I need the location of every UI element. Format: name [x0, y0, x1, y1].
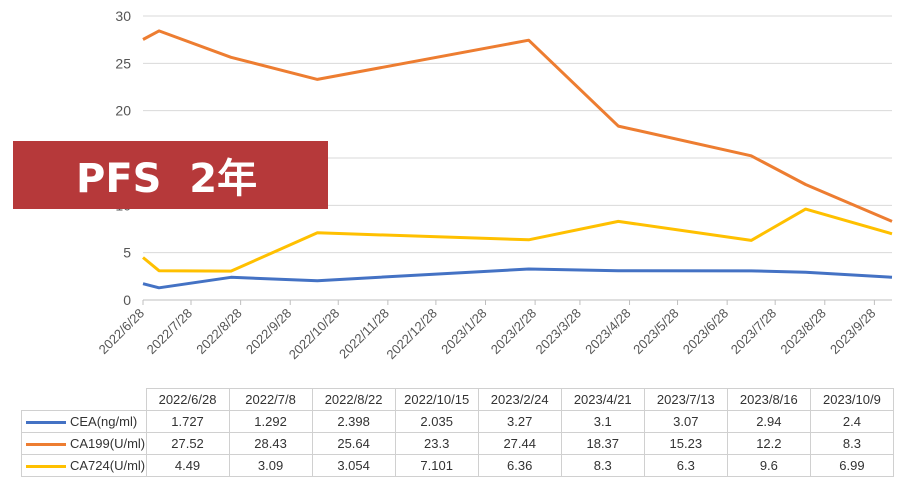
series-line-ca199: [142, 29, 893, 223]
y-tick-label: 25: [115, 55, 131, 71]
table-cell: 7.101: [394, 454, 479, 477]
series-line-ca724: [142, 207, 893, 273]
table-cell: 3.1: [560, 410, 645, 433]
table-header-cell: 2023/4/21: [560, 388, 645, 411]
data-table: 2022/6/28 2022/7/8 2022/8/22 2022/10/15 2023…: [21, 388, 895, 477]
x-tick-label: 2022/6/28: [96, 306, 148, 358]
y-tick-label: 5: [123, 245, 131, 261]
table-cell: 15.23: [643, 432, 728, 455]
y-tick-label: 30: [115, 8, 131, 24]
axes: [142, 299, 892, 305]
table-cell: 25.64: [311, 432, 396, 455]
table-cell: 6.3: [643, 454, 728, 477]
table-cell: 6.99: [809, 454, 895, 477]
x-tick-label: 2022/7/28: [144, 306, 196, 358]
table-row: CA199(U/ml) 27.52 28.43 25.64 23.3 27.44 18.37…: [21, 432, 895, 455]
pfs-banner: PFS 2年: [13, 141, 328, 209]
table-row: CEA(ng/ml) 1.727 1.292 2.398 2.035 3.27 3.1 3.0…: [21, 410, 895, 433]
series-name: CA199(U/ml): [70, 436, 146, 451]
table-cell: 3.27: [477, 410, 562, 433]
table-header-row: 2022/6/28 2022/7/8 2022/8/22 2022/10/15 2023…: [21, 388, 895, 411]
table-cell: 9.6: [726, 454, 811, 477]
x-tick-label: 2023/9/28: [827, 306, 879, 358]
x-tick-label: 2023/1/28: [438, 306, 490, 358]
table-corner: [21, 388, 147, 411]
table-cell: 2.035: [394, 410, 479, 433]
x-tick-label: 2023/3/28: [533, 306, 585, 358]
series-line-cea: [142, 267, 893, 290]
table-cell: 4.49: [145, 454, 230, 477]
x-tick-label: 2022/12/28: [383, 306, 440, 363]
x-tick-label: 2022/10/28: [286, 306, 343, 363]
table-cell: 28.43: [228, 432, 313, 455]
legend-swatch: [26, 421, 66, 425]
table-cell: 2.94: [726, 410, 811, 433]
table-cell: 3.07: [643, 410, 728, 433]
table-header-cell: 2023/7/13: [643, 388, 728, 411]
table-cell: 2.398: [311, 410, 396, 433]
table-cell: 8.3: [560, 454, 645, 477]
x-tick-label: 2023/4/28: [582, 306, 634, 358]
table-cell: 3.054: [311, 454, 396, 477]
table-cell: 18.37: [560, 432, 645, 455]
table-cell: 27.52: [145, 432, 230, 455]
table-cell: 8.3: [809, 432, 895, 455]
y-tick-label: 20: [115, 103, 131, 119]
line-chart: 051015202530 2022/6/282022/7/282022/8/28…: [96, 8, 893, 363]
table-body: CEA(ng/ml) 1.727 1.292 2.398 2.035 3.27 3.1 3.0…: [21, 410, 895, 477]
table-cell: 27.44: [477, 432, 562, 455]
table-header-cell: 2022/6/28: [145, 388, 230, 411]
table-cell: 12.2: [726, 432, 811, 455]
grid-lines: [143, 15, 892, 254]
x-tick-label: 2023/2/28: [488, 306, 540, 358]
y-tick-label: 0: [123, 292, 131, 308]
x-tick-label: 2022/8/28: [193, 306, 245, 358]
table-row-header: CEA(ng/ml): [21, 410, 147, 433]
series-name: CA724(U/ml): [70, 458, 146, 473]
x-tick-label: 2023/8/28: [777, 306, 829, 358]
legend-swatch: [26, 443, 66, 447]
table-cell: 2.4: [809, 410, 895, 433]
table-row-header: CA724(U/ml): [21, 454, 147, 477]
table-header-cell: 2023/8/16: [726, 388, 811, 411]
table-header-cell: 2023/2/24: [477, 388, 562, 411]
series-lines: [142, 29, 893, 290]
table-header-cell: 2023/10/9: [809, 388, 895, 411]
x-tick-labels: 2022/6/282022/7/282022/8/282022/9/282022…: [96, 306, 879, 363]
table-header-cell: 2022/10/15: [394, 388, 479, 411]
table-header-cell: 2022/7/8: [228, 388, 313, 411]
series-name: CEA(ng/ml): [70, 414, 138, 429]
table-cell: 3.09: [228, 454, 313, 477]
table-cell: 6.36: [477, 454, 562, 477]
legend-swatch: [26, 465, 66, 469]
table-cell: 1.292: [228, 410, 313, 433]
table-header-cell: 2022/8/22: [311, 388, 396, 411]
table-cell: 23.3: [394, 432, 479, 455]
x-tick-label: 2023/5/28: [630, 306, 682, 358]
x-tick-label: 2023/7/28: [728, 306, 780, 358]
x-tick-label: 2023/6/28: [680, 306, 732, 358]
table-row: CA724(U/ml) 4.49 3.09 3.054 7.101 6.36 8.3 6.3 9…: [21, 454, 895, 477]
table-row-header: CA199(U/ml): [21, 432, 147, 455]
table-cell: 1.727: [145, 410, 230, 433]
